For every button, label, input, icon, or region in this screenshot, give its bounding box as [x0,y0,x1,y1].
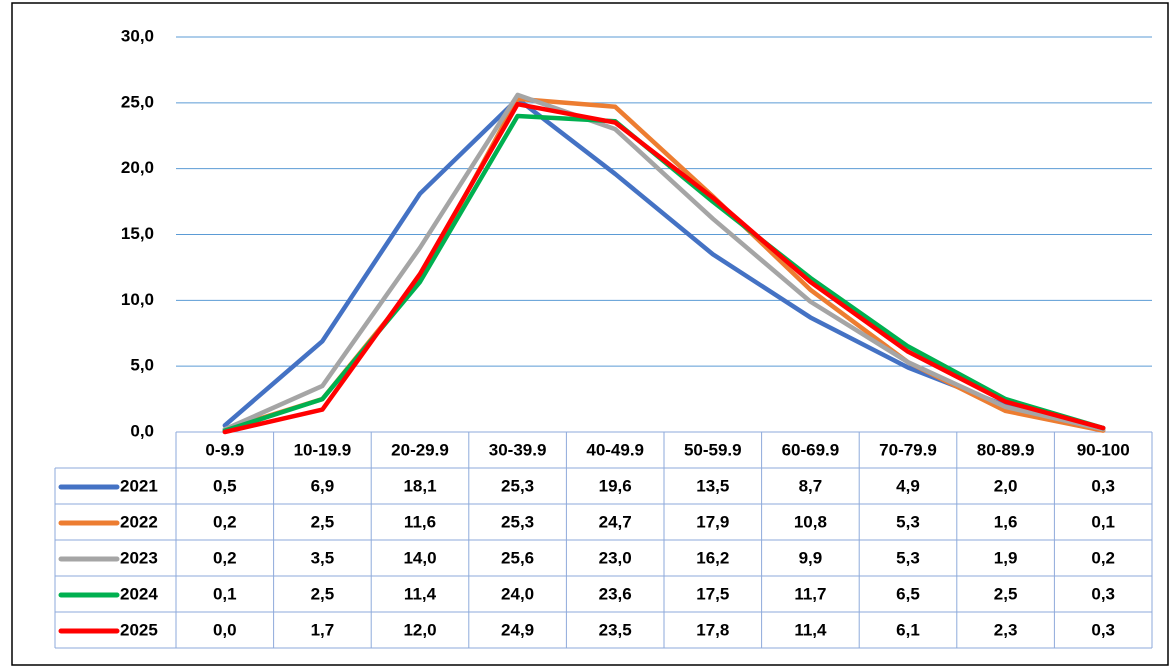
table-value: 25,6 [501,548,534,567]
x-tick-label: 30-39.9 [489,440,547,459]
x-tick-label: 0-9.9 [205,440,244,459]
table-value: 14,0 [403,548,436,567]
table-value: 23,6 [599,584,632,603]
table-value: 5,3 [896,548,920,567]
y-tick-label: 20,0 [121,158,154,177]
table-value: 0,3 [1091,620,1115,639]
table-value: 11,4 [794,620,827,639]
table-value: 24,0 [501,584,534,603]
table-value: 1,9 [994,548,1018,567]
table-value: 12,0 [403,620,436,639]
table-value: 2,0 [994,476,1018,495]
table-value: 0,3 [1091,476,1115,495]
table-value: 11,7 [794,584,826,603]
table-value: 0,2 [1091,548,1115,567]
table-value: 8,7 [799,476,823,495]
table-value: 25,3 [501,512,534,531]
table-value: 2,5 [311,512,335,531]
table-value: 2,5 [994,584,1018,603]
table-value: 0,2 [213,548,237,567]
legend-label: 2025 [120,620,158,639]
table-value: 23,0 [599,548,632,567]
table-value: 4,9 [896,476,920,495]
table-value: 0,5 [213,476,237,495]
x-tick-label: 50-59.9 [684,440,742,459]
series-line [222,92,1106,432]
legend-label: 2023 [120,548,158,567]
table-value: 24,9 [501,620,534,639]
y-tick-label: 25,0 [121,92,154,111]
table-value: 0,2 [213,512,237,531]
table-value: 0,1 [1091,512,1115,531]
table-value: 6,5 [896,584,920,603]
y-tick-label: 10,0 [121,290,154,309]
table-value: 25,3 [501,476,534,495]
table-value: 18,1 [403,476,436,495]
x-tick-label: 70-79.9 [879,440,937,459]
x-tick-label: 10-19.9 [294,440,352,459]
table-value: 19,6 [599,476,632,495]
table-value: 2,5 [311,584,335,603]
legend-label: 2024 [120,584,158,603]
table-value: 9,9 [799,548,823,567]
table-value: 17,5 [696,584,729,603]
table-value: 17,8 [696,620,729,639]
x-tick-label: 80-89.9 [977,440,1035,459]
table-value: 23,5 [599,620,632,639]
table-value: 17,9 [696,512,729,531]
table-value: 1,6 [994,512,1018,531]
table-value: 0,1 [213,584,237,603]
chart-border [11,2,1169,666]
y-tick-label: 30,0 [121,26,154,45]
table-value: 24,7 [599,512,632,531]
table-value: 6,1 [896,620,920,639]
table-value: 13,5 [696,476,729,495]
legend-label: 2021 [120,476,158,495]
table-value: 0,3 [1091,584,1115,603]
table-value: 3,5 [311,548,335,567]
table-value: 5,3 [896,512,920,531]
table-value: 0,0 [213,620,237,639]
legend-label: 2022 [120,512,158,531]
table-value: 11,6 [404,512,436,531]
table-value: 16,2 [696,548,729,567]
x-tick-label: 60-69.9 [782,440,840,459]
y-tick-label: 0,0 [130,421,154,440]
x-tick-label: 40-49.9 [586,440,644,459]
table-value: 6,9 [311,476,335,495]
y-tick-label: 15,0 [121,224,154,243]
x-tick-label: 90-100 [1077,440,1130,459]
series-line [222,101,1106,435]
table-value: 11,4 [404,584,437,603]
y-tick-label: 5,0 [130,356,154,375]
table-value: 2,3 [994,620,1018,639]
table-value: 10,8 [794,512,827,531]
table-value: 1,7 [311,620,335,639]
x-tick-label: 20-29.9 [391,440,449,459]
